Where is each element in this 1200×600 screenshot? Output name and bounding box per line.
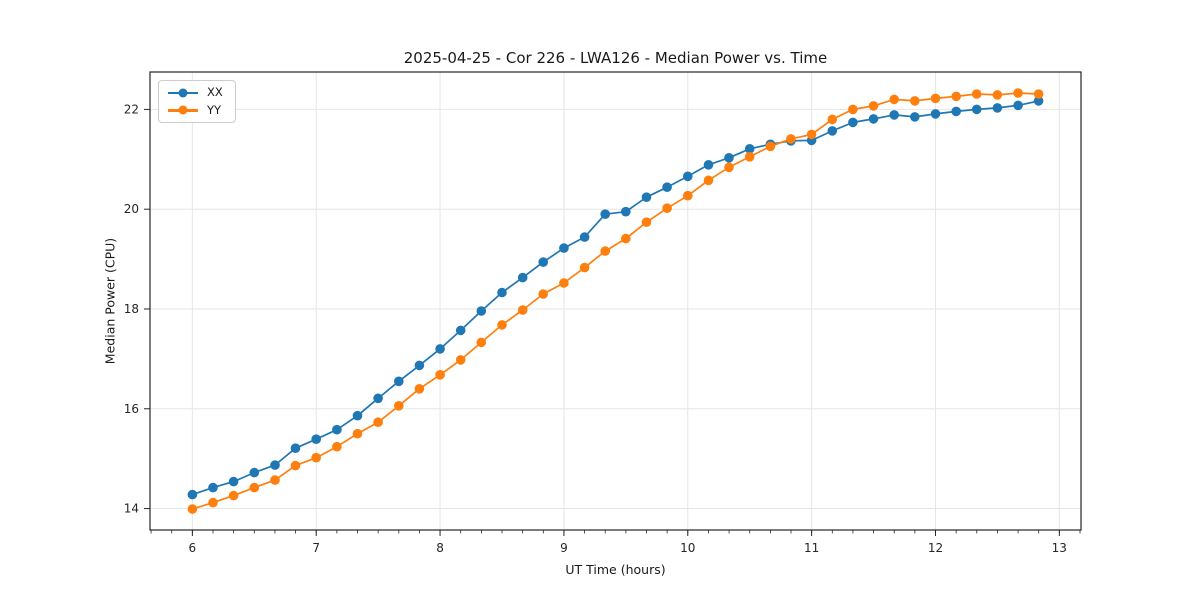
legend-line-marker-icon [168,88,198,98]
svg-text:16: 16 [124,402,139,416]
svg-text:11: 11 [804,541,819,555]
svg-text:20: 20 [124,202,139,216]
legend-item-yy: YY [168,102,223,117]
svg-text:6: 6 [189,541,197,555]
svg-text:14: 14 [124,502,139,516]
legend: XX YY [158,80,236,123]
legend-label: XX [207,85,223,99]
svg-text:12: 12 [928,541,943,555]
svg-text:7: 7 [312,541,320,555]
svg-text:8: 8 [436,541,444,555]
svg-text:10: 10 [680,541,695,555]
legend-item-xx: XX [168,85,223,99]
svg-text:13: 13 [1052,541,1067,555]
y-axis-label: Median Power (CPU) [102,237,118,365]
x-axis-label: UT Time (hours) [565,562,666,577]
svg-text:22: 22 [124,102,139,116]
svg-text:9: 9 [560,541,568,555]
svg-text:18: 18 [124,302,139,316]
chart-title: 2025-04-25 - Cor 226 - LWA126 - Median P… [403,49,828,67]
legend-line-marker-icon [168,105,198,115]
legend-label: YY [207,102,222,117]
